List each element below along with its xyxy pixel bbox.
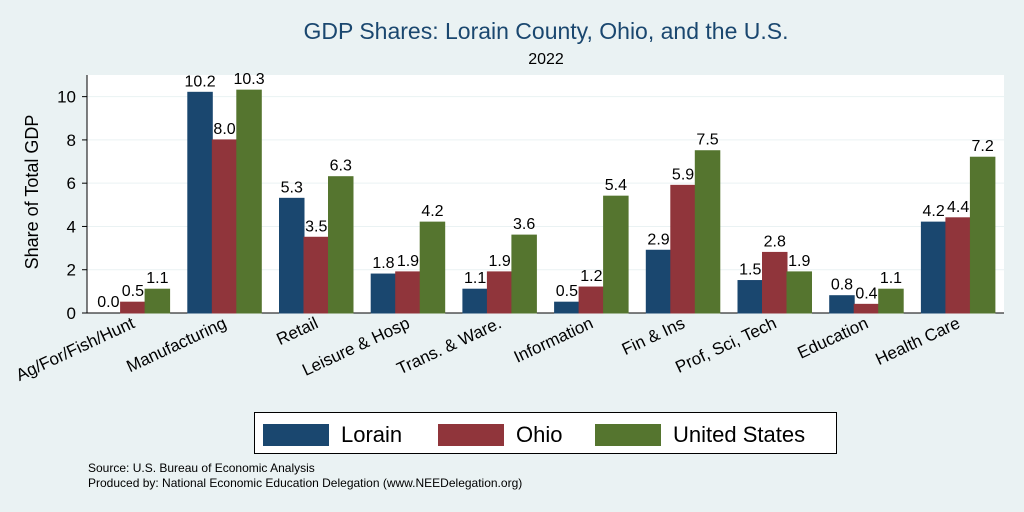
bar-ohio: [578, 286, 605, 314]
y-tick-label: 2: [67, 261, 76, 280]
bar-lorain: [279, 197, 305, 314]
bar-united-states: [786, 271, 812, 314]
data-label: 3.5: [305, 218, 327, 235]
legend-item-ohio: Ohio: [438, 422, 562, 448]
data-label: 1.8: [372, 255, 394, 272]
bar-ohio: [486, 271, 513, 314]
data-label: 3.6: [513, 216, 535, 233]
bar-lorain: [187, 91, 213, 314]
legend-item-united-states: United States: [595, 422, 805, 448]
y-axis-label: Share of Total GDP: [22, 115, 42, 270]
bar-lorain: [370, 273, 397, 314]
data-label: 1.9: [489, 253, 511, 270]
footer: Source: U.S. Bureau of Economic Analysis…: [88, 461, 522, 491]
bar-lorain: [645, 249, 672, 314]
data-label: 1.1: [464, 270, 486, 287]
y-tick-label: 8: [67, 131, 76, 150]
y-tick-label: 10: [57, 88, 76, 107]
legend-swatch-lorain: [263, 424, 329, 446]
bar-ohio: [395, 271, 421, 314]
legend-swatch-united-states: [595, 424, 661, 446]
data-label: 10.3: [233, 71, 264, 88]
data-label: 1.2: [580, 268, 602, 285]
data-label: 8.0: [213, 121, 235, 138]
x-tick-label: Trans. & Ware.: [394, 313, 504, 378]
bar-lorain: [920, 221, 947, 314]
bar-ohio: [303, 236, 329, 314]
data-label: 1.1: [880, 270, 902, 287]
bar-united-states: [694, 150, 721, 314]
bar-ohio: [762, 251, 788, 314]
data-label: 6.3: [330, 158, 352, 175]
legend-label-lorain: Lorain: [341, 422, 403, 447]
bar-united-states: [969, 156, 996, 314]
x-tick-label: Education: [795, 313, 872, 362]
bar-ohio: [120, 301, 146, 314]
x-tick-label: Prof, Sci, Tech: [672, 313, 779, 376]
legend-label-ohio: Ohio: [516, 422, 563, 447]
data-label: 4.2: [421, 203, 443, 220]
bar-united-states: [603, 195, 629, 314]
data-label: 4.2: [923, 203, 945, 220]
producer-note: Produced by: National Economic Education…: [88, 476, 523, 490]
data-label: 2.8: [764, 233, 786, 250]
source-note: Source: U.S. Bureau of Economic Analysis: [88, 461, 315, 475]
data-label: 1.9: [397, 253, 419, 270]
bar-lorain: [554, 301, 580, 314]
data-label: 5.4: [605, 177, 627, 194]
bar-lorain: [737, 280, 763, 314]
data-label: 1.5: [739, 262, 761, 279]
bar-united-states: [511, 234, 537, 314]
bar-lorain: [829, 295, 855, 314]
bar-ohio: [670, 184, 696, 314]
y-tick-label: 4: [67, 217, 76, 236]
x-tick-label: Ag/For/Fish/Hunt: [13, 313, 138, 385]
data-label: 5.3: [281, 179, 303, 196]
legend-swatch-ohio: [438, 424, 504, 446]
data-label: 1.1: [146, 270, 168, 287]
x-tick-label: Health Care: [873, 313, 963, 369]
bar-united-states: [328, 176, 354, 314]
legend: Lorain Ohio United States: [254, 412, 837, 454]
legend-label-united-states: United States: [673, 422, 806, 447]
y-tick-label: 0: [67, 304, 76, 323]
y-tick-label: 6: [67, 174, 76, 193]
data-label: 0.8: [831, 277, 853, 294]
data-label: 0.5: [122, 283, 144, 300]
data-label: 7.2: [972, 138, 994, 155]
bar-ohio: [853, 303, 880, 314]
x-tick-label: Information: [511, 313, 596, 366]
x-tick-label: Fin & Ins: [619, 313, 688, 359]
x-tick-label: Manufacturing: [124, 313, 230, 376]
bar-united-states: [144, 288, 171, 314]
data-label: 5.9: [672, 166, 694, 183]
data-label: 4.4: [947, 199, 969, 216]
data-label: 0.0: [97, 294, 119, 311]
bar-lorain: [462, 288, 488, 314]
data-label: 0.4: [855, 285, 877, 302]
data-label: 0.5: [556, 283, 578, 300]
chart-title: GDP Shares: Lorain County, Ohio, and the…: [303, 18, 789, 44]
chart-subtitle: 2022: [528, 51, 564, 68]
data-label: 10.2: [184, 73, 215, 90]
bar-ohio: [945, 217, 971, 314]
data-label: 7.5: [696, 132, 718, 149]
bar-ohio: [211, 139, 238, 314]
bar-united-states: [419, 221, 446, 314]
x-tick-label: Retail: [274, 313, 321, 349]
data-label: 1.9: [788, 253, 810, 270]
bar-united-states: [878, 288, 904, 314]
legend-item-lorain: Lorain: [263, 422, 402, 448]
data-label: 2.9: [647, 231, 669, 248]
bar-united-states: [236, 89, 262, 314]
